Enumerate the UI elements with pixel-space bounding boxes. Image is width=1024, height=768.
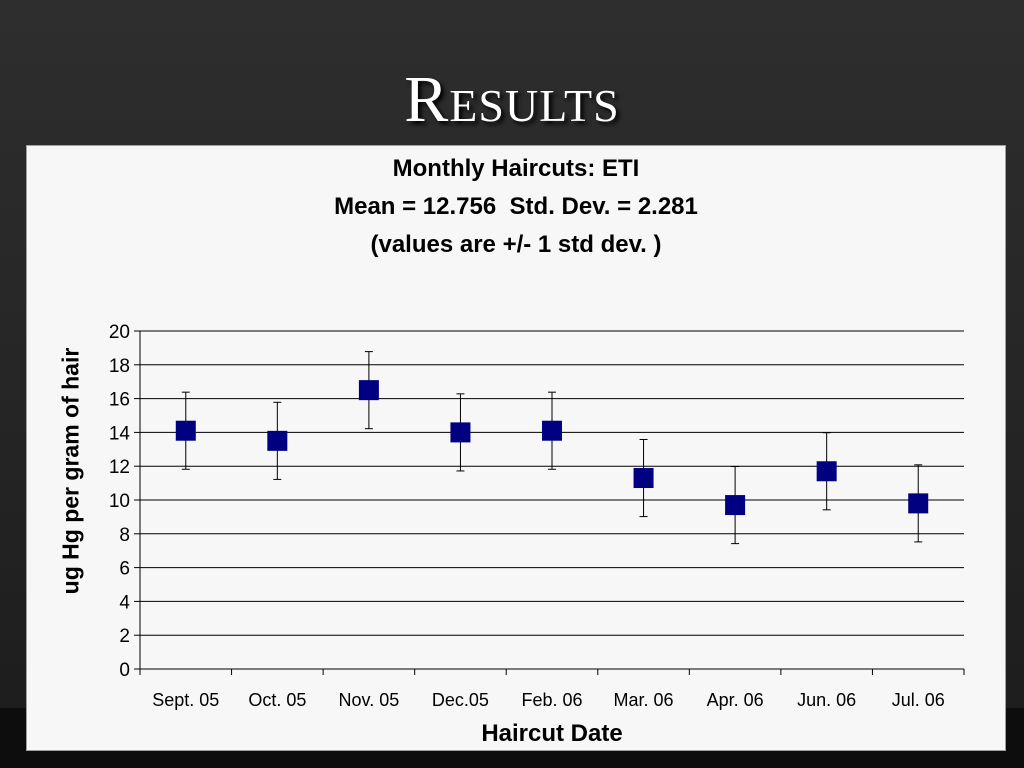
x-tick-label: Dec.05 — [432, 690, 489, 710]
y-tick-label: 12 — [109, 457, 130, 478]
plot-area: 0 2 4 6 8 10 12 14 16 18 20 Sept. 05 Oct. 05 Nov. 05 D… — [109, 322, 965, 710]
chart-panel: Monthly Haircuts: ETI Mean = 12.756 Std.… — [26, 145, 1006, 751]
x-tick-label: Jul. 06 — [892, 690, 945, 710]
x-tick-label: Sept. 05 — [152, 690, 219, 710]
data-point-marker — [908, 493, 929, 514]
y-tick-label: 20 — [109, 322, 130, 343]
y-tick-label: 8 — [119, 525, 130, 546]
x-tick-label: Oct. 05 — [248, 690, 306, 710]
y-tick-label: 10 — [109, 491, 130, 512]
y-tick-label: 14 — [109, 423, 131, 444]
y-tick-label: 18 — [109, 356, 130, 377]
x-tick-label: Feb. 06 — [521, 690, 582, 710]
y-tick-label: 6 — [119, 559, 130, 580]
x-tick-label: Mar. 06 — [614, 690, 674, 710]
y-tick-label: 2 — [119, 626, 130, 647]
chart-title-line-2: Mean = 12.756 Std. Dev. = 2.281 — [334, 193, 698, 220]
chart-title: Monthly Haircuts: ETI Mean = 12.756 Std.… — [27, 150, 1005, 264]
x-axis-label: Haircut Date — [481, 720, 623, 747]
x-tick-label: Apr. 06 — [707, 690, 764, 710]
data-point-marker — [175, 420, 196, 441]
y-tick-label: 16 — [109, 390, 130, 411]
slide-title: Results — [404, 63, 620, 136]
chart-title-line-1: Monthly Haircuts: ETI — [392, 155, 640, 182]
data-point-marker — [633, 468, 654, 489]
x-tick-label: Jun. 06 — [797, 690, 856, 710]
data-point-marker — [358, 380, 379, 401]
data-point-marker — [725, 495, 746, 516]
y-tick-label: 0 — [119, 660, 130, 681]
data-point-marker — [450, 422, 471, 443]
y-tick-label: 4 — [119, 592, 130, 613]
chart-title-line-3: (values are +/- 1 std dev. ) — [370, 231, 662, 258]
data-point-marker — [542, 420, 562, 441]
data-point-marker — [267, 430, 288, 451]
data-point-marker — [816, 461, 837, 482]
x-tick-label: Nov. 05 — [339, 690, 400, 710]
